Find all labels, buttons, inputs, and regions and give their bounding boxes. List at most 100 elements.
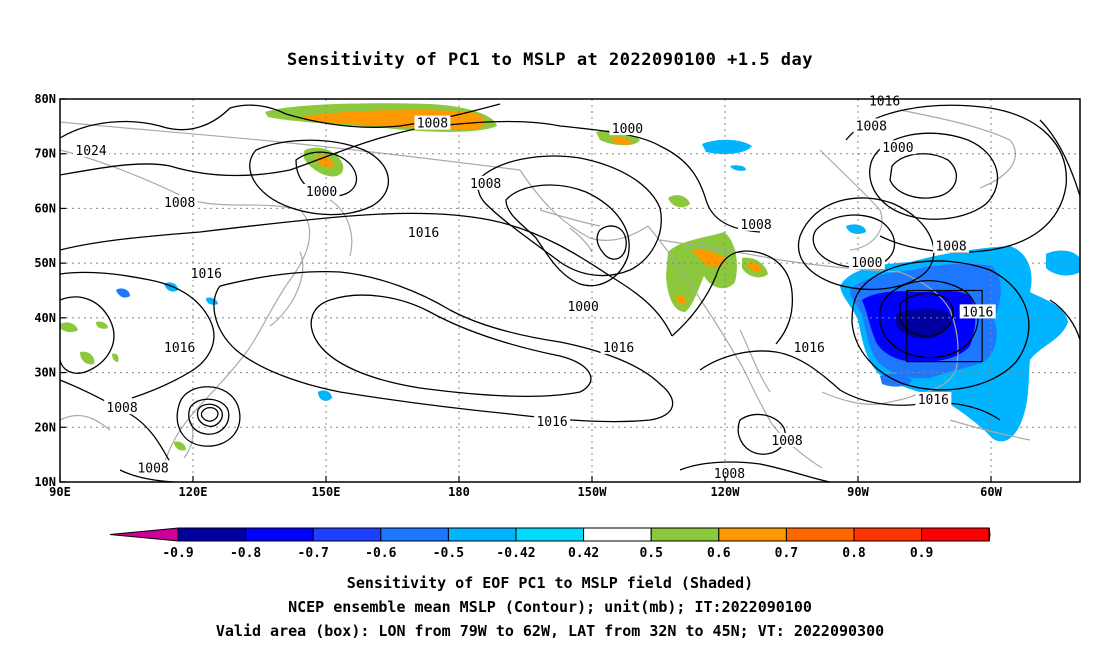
contour-label-text: 1008 (470, 177, 501, 192)
contour-1008-mexico (737, 413, 786, 455)
colorbar-label: -0.42 (496, 546, 535, 561)
y-tick-label: 40N (34, 311, 56, 325)
chart-title: Sensitivity of PC1 to MSLP at 2022090100… (286, 50, 813, 70)
x-axis: 90E 120E 150E 180 150W 120W 90W 60W (49, 476, 1003, 499)
contour-label-text: 1000 (567, 300, 598, 315)
contour-label-bg (534, 413, 571, 428)
coastline-na-interior (659, 239, 901, 273)
contour-label: 1008 (769, 432, 806, 449)
pos-shade-plains-core (748, 262, 762, 273)
contour-label-bg (414, 115, 451, 130)
pos-shade-rockies (666, 232, 737, 312)
shading-layer (60, 103, 1080, 451)
neg-shade-asia3 (206, 297, 218, 305)
contour-label-text: 1000 (306, 185, 337, 200)
contour-label-text: 1016 (408, 226, 439, 241)
contour-label: 1008 (853, 118, 890, 134)
colorbar-box (312, 527, 382, 542)
contour-label-text: 1016 (962, 305, 993, 320)
pos-shade-west3 (80, 351, 95, 365)
x-tick-label: 150E (312, 485, 341, 499)
contour-label-bg (769, 432, 806, 447)
contour-atlantic-low (899, 293, 954, 337)
contour-label-bg (609, 121, 646, 136)
y-tick-label: 80N (34, 92, 56, 106)
contour-label: 1016 (534, 413, 571, 430)
y-tick-label: 50N (34, 256, 56, 270)
contour-label-bg (135, 460, 172, 475)
contour-1016-pacific (213, 270, 674, 423)
colorbar-box (583, 527, 652, 542)
x-tick-label: 150W (578, 485, 608, 499)
contour-1008-aleut (477, 155, 662, 277)
colorbar-left-triangle (109, 527, 179, 542)
contour-1008-south-na (679, 461, 831, 482)
colorbar-label: 0.9 (910, 546, 933, 561)
contour-1008-greenland (869, 132, 999, 220)
pos-shade-south (174, 441, 186, 451)
contour-label: 1000 (848, 255, 885, 271)
contour-label-bg (879, 140, 916, 155)
contour-label-text: 1008 (106, 401, 137, 416)
contour-label-bg (161, 194, 198, 209)
neg-shade-greenland (702, 139, 752, 154)
colorbar: -0.9 -0.8 -0.7 -0.6 -0.5 -0.42 0.42 0.5 0.6 0.7 0.… (109, 527, 991, 561)
contour-label-text: 1016 (536, 415, 567, 430)
contour-atlantic-low2 (878, 280, 979, 359)
pos-shade-rockies-core2 (676, 295, 687, 305)
contour-1008-siberia (249, 139, 389, 216)
neg-shade-hudson (846, 224, 866, 234)
y-tick-label: 60N (34, 201, 56, 215)
contour-label: 1000 (879, 140, 916, 156)
contour-label-text: 1008 (935, 240, 966, 255)
contour-label-bg (565, 298, 602, 313)
neg-shade-greenland2 (730, 165, 746, 171)
coastline-arctic (60, 121, 521, 171)
coastline-kamchatka (329, 199, 353, 257)
coastline-japan (269, 251, 304, 327)
contour-label: 1016 (915, 391, 952, 408)
contour-label-bg (467, 175, 504, 190)
caption-line-3: Valid area (box): LON from 79W to 62W, L… (215, 622, 885, 640)
x-tick-label: 120E (179, 485, 208, 499)
contour-1016-mid (60, 212, 673, 337)
coastline-caribbean (949, 419, 1031, 441)
colorbar-box (921, 527, 990, 542)
y-tick-label: 70N (34, 147, 56, 161)
coastline-hudson (819, 149, 883, 251)
contour-labels: 1024 1016 1008 1008 1000 1000 1008 1000 1008 1008… (73, 93, 996, 482)
contour-typhoon-3 (200, 406, 219, 422)
contour-label-bg (711, 465, 748, 480)
contour-label-bg (933, 238, 970, 253)
pos-shade-west4 (112, 353, 119, 362)
colorbar-box (853, 527, 923, 542)
contour-label: 1016 (600, 339, 637, 356)
contour-inner-aleut (596, 225, 627, 260)
contour-label-bg (188, 266, 225, 281)
contour-1008-hudson (797, 197, 935, 290)
contour-label: 1008 (711, 465, 748, 482)
contour-label-text: 1016 (794, 341, 825, 356)
colorbar-box (447, 527, 517, 542)
coastline-philippines (183, 419, 194, 459)
x-tick-label: 60W (980, 485, 1002, 499)
pos-shade-west1 (60, 322, 78, 333)
contour-1016-west (60, 271, 215, 399)
contour-label: 1000 (609, 121, 646, 137)
contour-label-bg (405, 225, 442, 240)
contour-label: 1008 (414, 115, 451, 132)
contour-label-bg (791, 339, 828, 354)
x-tick-label: 120W (711, 485, 741, 499)
contour-label-bg (600, 339, 637, 354)
x-tick-label: 90W (847, 485, 869, 499)
contour-label: 1000 (565, 298, 602, 315)
grid-lines (60, 99, 1080, 482)
contour-label-text: 1008 (771, 434, 802, 449)
colorbar-label: 0.8 (842, 546, 866, 561)
y-tick-label: 10N (34, 475, 56, 489)
coastline-islands (539, 209, 601, 253)
contour-label-text: 1016 (918, 393, 949, 408)
contour-east-edge (1039, 119, 1080, 341)
contour-label: 1016 (405, 225, 442, 241)
